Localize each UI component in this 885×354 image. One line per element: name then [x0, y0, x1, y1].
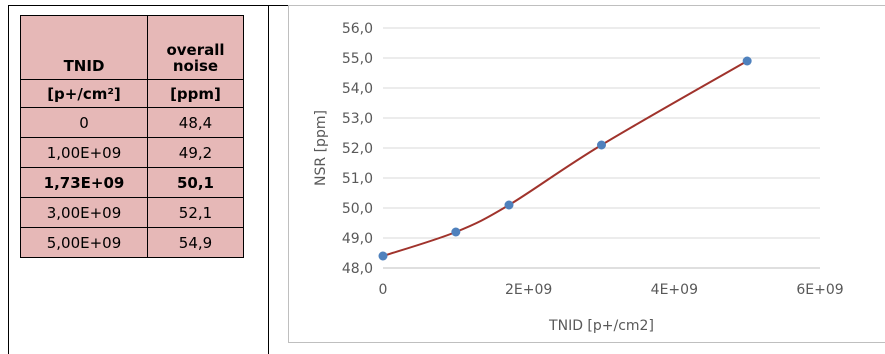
cell-tnid: 1,73E+09	[20, 167, 148, 198]
table-row: 1,00E+09 49,2	[20, 137, 244, 168]
series-line	[382, 60, 748, 257]
x-tick-label: 4E+09	[651, 282, 698, 298]
cell-noise: 50,1	[147, 167, 244, 198]
data-point	[451, 227, 461, 237]
x-axis-title: TNID [p+/cm2]	[548, 318, 654, 334]
data-table: TNID overall noise [p+/cm²] [ppm] 0 48,4…	[20, 15, 244, 258]
y-tick-label: 55,0	[342, 51, 373, 67]
x-tick-labels: 0 2E+09 4E+09 6E+09	[379, 282, 844, 298]
data-point	[597, 140, 606, 150]
header-tnid-unit: [p+/cm²]	[20, 79, 148, 108]
header-noise-line2: noise	[172, 57, 219, 75]
table-row: 3,00E+09 52,1	[20, 197, 244, 228]
y-tick-label: 54,0	[342, 81, 373, 97]
data-point	[742, 56, 752, 66]
cell-tnid: 5,00E+09	[20, 227, 148, 258]
y-tick-label: 56,0	[342, 21, 373, 37]
y-tick-label: 50,0	[342, 201, 373, 217]
cell-noise: 48,4	[147, 107, 244, 138]
y-axis-title: NSR [ppm]	[313, 110, 329, 186]
series-markers	[378, 56, 752, 261]
header-noise-unit: [ppm]	[147, 79, 244, 108]
cell-noise: 52,1	[147, 197, 244, 228]
table-row: 5,00E+09 54,9	[20, 227, 244, 258]
cell-tnid: 0	[20, 107, 148, 138]
cell-noise: 54,9	[147, 227, 244, 258]
table-row: 0 48,4	[20, 107, 244, 138]
frame-left-line	[8, 5, 9, 354]
y-tick-labels: 48,0 49,0 50,0 51,0 52,0 53,0 54,0 55,0 56,0	[342, 21, 373, 277]
y-tick-label: 53,0	[342, 111, 373, 127]
cell-tnid: 3,00E+09	[20, 197, 148, 228]
y-tick-label: 49,0	[342, 231, 373, 247]
data-point	[504, 200, 514, 210]
frame-middle-line	[268, 5, 269, 354]
y-tick-label: 52,0	[342, 141, 373, 157]
data-point	[378, 251, 388, 261]
x-tick-label: 2E+09	[505, 282, 552, 298]
x-tick-label: 0	[379, 282, 388, 298]
cell-tnid: 1,00E+09	[20, 137, 148, 168]
x-tick-label: 6E+09	[796, 282, 843, 298]
header-noise-line1: overall	[166, 41, 225, 59]
line-chart: 48,0 49,0 50,0 51,0 52,0 53,0 54,0 55,0 56,0 0 2E…	[313, 21, 844, 334]
table-row: 1,73E+09 50,1	[20, 167, 244, 198]
y-tick-label: 51,0	[342, 171, 373, 187]
header-noise: overall noise	[147, 15, 244, 80]
table-header-row-1: TNID overall noise	[20, 15, 244, 80]
cell-noise: 49,2	[147, 137, 244, 168]
chart-area: 48,0 49,0 50,0 51,0 52,0 53,0 54,0 55,0 56,0 0 2E…	[288, 5, 885, 343]
header-tnid: TNID	[20, 15, 148, 80]
table-header-row-2: [p+/cm²] [ppm]	[20, 79, 244, 108]
y-tick-label: 48,0	[342, 261, 373, 277]
